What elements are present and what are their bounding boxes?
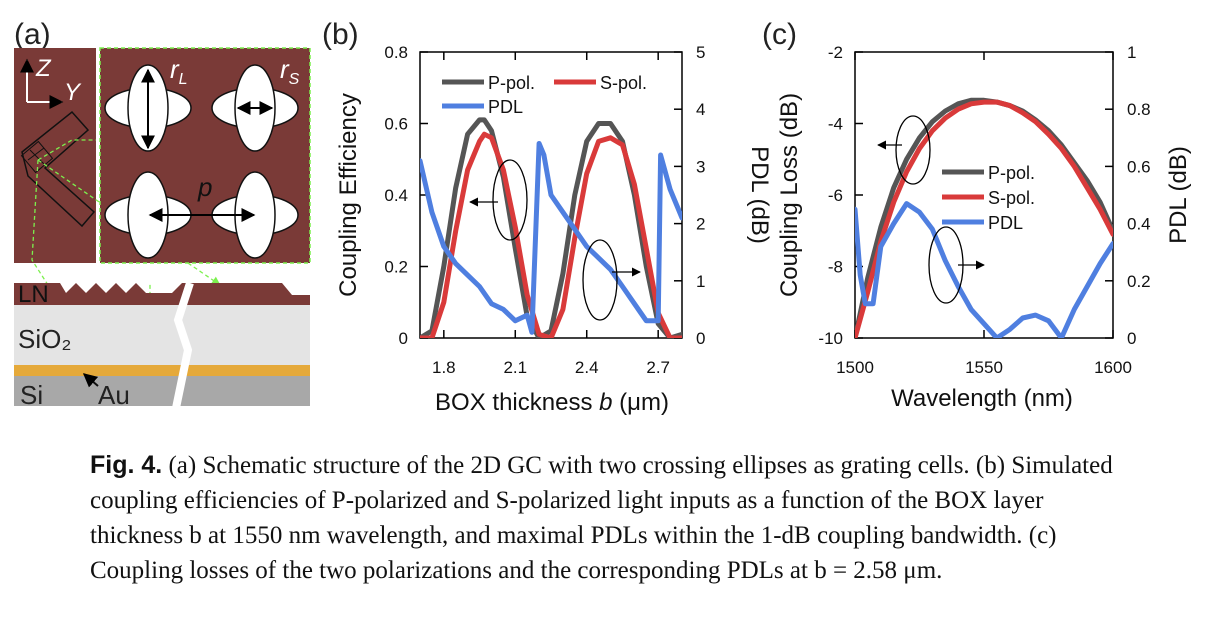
c-lines (855, 97, 1113, 338)
b-xtick-label: 2.4 (575, 358, 599, 377)
panel-c: (c) Coupling Loss (dB) PDL (dB) 1500 1550… (762, 18, 1192, 412)
figure-4: (a) Z Y (14, 18, 1192, 416)
au-label: Au (98, 380, 130, 410)
axis-y-label: Y (64, 79, 82, 106)
c-ytick-left-label: -6 (828, 186, 843, 205)
b-ytick-left-label: 0 (399, 329, 408, 348)
sio2-label: SiO₂ (18, 324, 71, 354)
panel-a-label: (a) (14, 18, 51, 51)
coordinate-axes (20, 58, 64, 109)
si-label: Si (20, 380, 43, 410)
c-xlabel: Wavelength (nm) (891, 385, 1073, 412)
c-xtick-label: 1550 (965, 358, 1003, 377)
c-legend-p: P-pol. (988, 163, 1035, 183)
c-axes: 1500 1550 1600 -10 -8 -6 -4 -2 0 0.2 0.4 0.6 0.8 1 (818, 43, 1150, 377)
figure-caption: Fig. 4. (a) Schematic structure of the 2… (90, 448, 1130, 588)
caption-label: Fig. 4. (90, 451, 163, 479)
panel-c-label: (c) (762, 18, 797, 51)
b-series-pdl (420, 141, 682, 335)
b-series-s-pol (420, 131, 682, 338)
c-ytick-right-label: 1 (1127, 43, 1136, 62)
c-ytick-left-label: -10 (818, 329, 843, 348)
c-ytick-left-label: -2 (828, 43, 843, 62)
c-legend-pdl: PDL (988, 213, 1023, 233)
b-axes: 1.8 2.1 2.4 2.7 0 0.2 0.4 0.6 0.8 0 1 2 3 4 5 (384, 43, 705, 377)
c-legend: P-pol. S-pol. PDL (942, 163, 1035, 233)
b-legend: P-pol. S-pol. PDL (442, 73, 647, 117)
c-ytick-right-label: 0.6 (1127, 157, 1151, 176)
au-arrow (82, 373, 99, 388)
b-legend-p: P-pol. (488, 73, 535, 93)
b-legend-pdl: PDL (488, 97, 523, 117)
b-ytick-left-label: 0.6 (384, 115, 408, 134)
b-lines (420, 117, 682, 338)
c-xtick-label: 1600 (1094, 358, 1132, 377)
cross-section (14, 281, 310, 409)
b-ytick-right-label: 1 (696, 272, 705, 291)
c-axis-indicators (877, 115, 985, 304)
axis-z-label: Z (35, 55, 52, 82)
c-ytick-left-label: -4 (828, 115, 843, 134)
b-ytick-right-label: 4 (696, 100, 705, 119)
c-ytick-left-label: -8 (828, 258, 843, 277)
b-xtick-label: 1.8 (432, 358, 456, 377)
dimension-arrows (141, 68, 274, 222)
c-ylabel-left: Coupling Loss (dB) (776, 93, 803, 297)
b-legend-s: S-pol. (600, 73, 647, 93)
panel-a: (a) Z Y (14, 18, 311, 410)
c-ylabel-right: PDL (dB) (1165, 146, 1192, 244)
c-ytick-right-label: 0 (1127, 329, 1136, 348)
b-xtick-label: 2.7 (646, 358, 670, 377)
b-ylabel-left: Coupling Efficiency (335, 93, 362, 297)
pitch-label: p (197, 172, 212, 202)
b-ytick-right-label: 3 (696, 157, 705, 176)
c-series-pdl (855, 201, 1113, 338)
panel-b: (b) Coupling Efficiency PDL (dB) 1.8 2.1 2… (322, 18, 773, 416)
c-ytick-right-label: 0.4 (1127, 215, 1151, 234)
b-axis-indicators (469, 159, 641, 321)
rL-label: rL (170, 54, 188, 88)
b-ytick-right-label: 5 (696, 43, 705, 62)
b-ytick-left-label: 0.4 (384, 186, 408, 205)
panel-b-label: (b) (322, 18, 359, 51)
b-xlabel: BOX thickness b (μm) (435, 389, 669, 416)
b-ytick-left-label: 0.2 (384, 258, 408, 277)
b-ytick-left-label: 0.8 (384, 43, 408, 62)
b-ytick-right-label: 2 (696, 215, 705, 234)
b-ytick-right-label: 0 (696, 329, 705, 348)
caption-text: (a) Schematic structure of the 2D GC wit… (90, 452, 1113, 584)
c-series-s-pol (855, 99, 1113, 338)
c-ytick-right-label: 0.8 (1127, 100, 1151, 119)
grating-cell-grid (20, 140, 54, 174)
c-xtick-label: 1500 (836, 358, 874, 377)
b-xtick-label: 2.1 (503, 358, 527, 377)
ln-label: LN (18, 281, 49, 308)
rS-label: rS (280, 54, 300, 88)
b-ylabel-right: PDL (dB) (746, 146, 773, 244)
c-legend-s: S-pol. (988, 188, 1035, 208)
c-ytick-right-label: 0.2 (1127, 272, 1151, 291)
